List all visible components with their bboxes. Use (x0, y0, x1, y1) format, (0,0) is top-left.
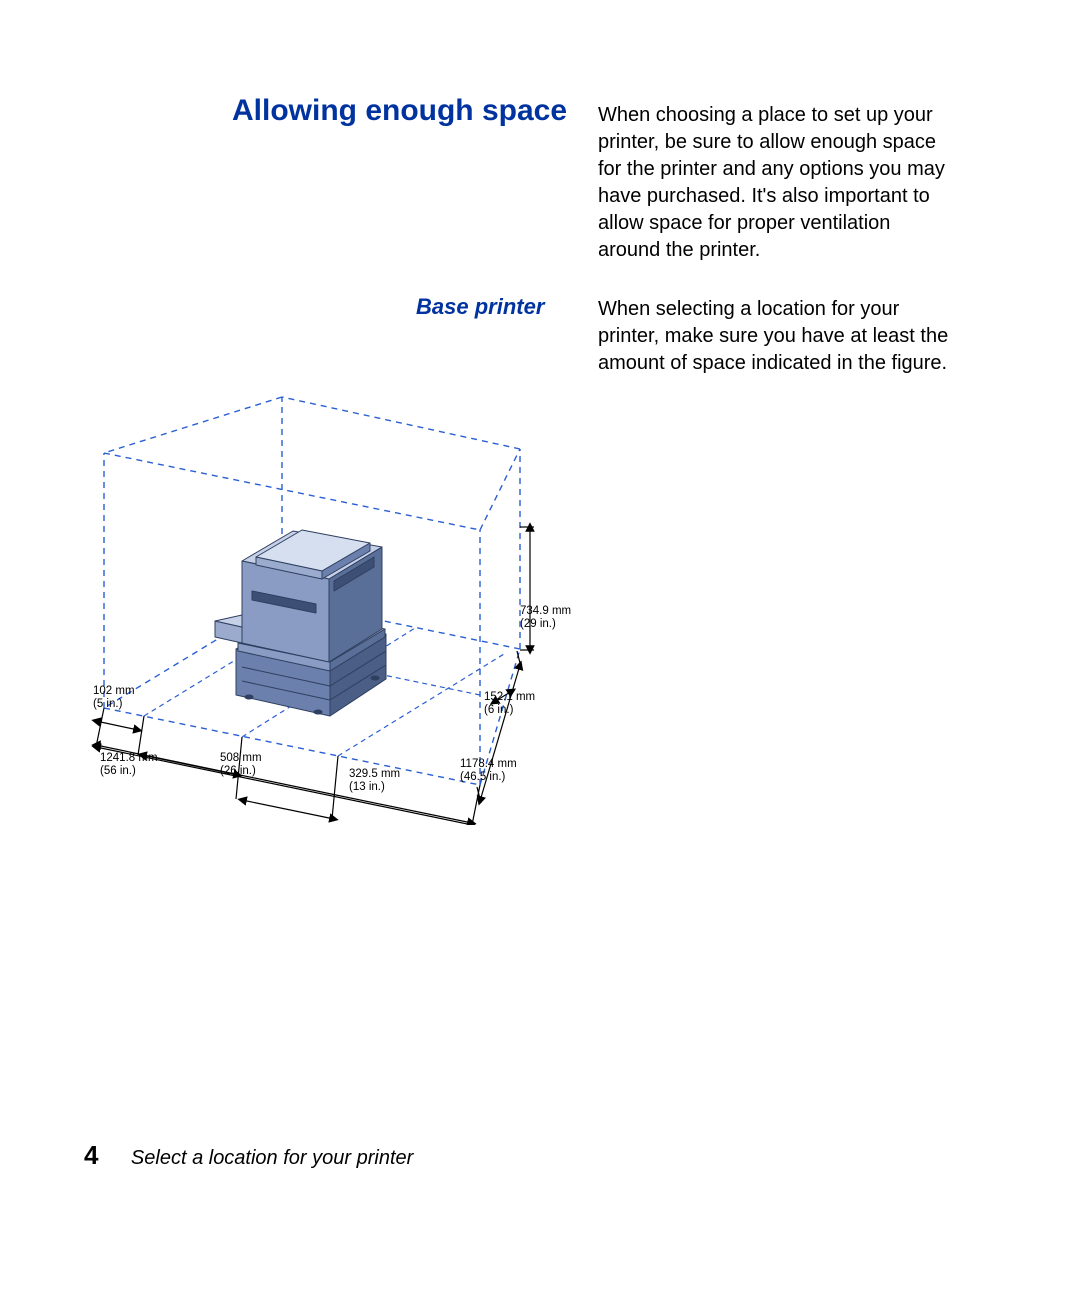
dim-508mm: 508 mm(26 in.) (220, 752, 262, 778)
heading-main: Allowing enough space (232, 94, 567, 128)
page-number: 4 (84, 1140, 98, 1170)
dim-1241mm: 1241.8 mm(56 in.) (100, 752, 158, 778)
paragraph-main: When choosing a place to set up your pri… (598, 102, 958, 264)
dim-102mm: 102 mm(5 in.) (93, 685, 135, 711)
printer-icon (215, 530, 386, 716)
dim-734mm: 734.9 mm(29 in.) (520, 605, 571, 631)
dim-152mm: 152.1 mm(6 in.) (484, 691, 535, 717)
footer-text: Select a location for your printer (131, 1147, 413, 1169)
dim-1178mm: 1178.4 mm(46.5 in.) (460, 758, 517, 784)
page-footer: 4 Select a location for your printer (84, 1140, 413, 1171)
clearance-diagram: 102 mm(5 in.) 508 mm(26 in.) 329.5 mm(13… (82, 395, 582, 825)
dim-329mm: 329.5 mm(13 in.) (349, 768, 400, 794)
heading-sub: Base printer (416, 294, 544, 320)
paragraph-sub: When selecting a location for your print… (598, 296, 958, 377)
